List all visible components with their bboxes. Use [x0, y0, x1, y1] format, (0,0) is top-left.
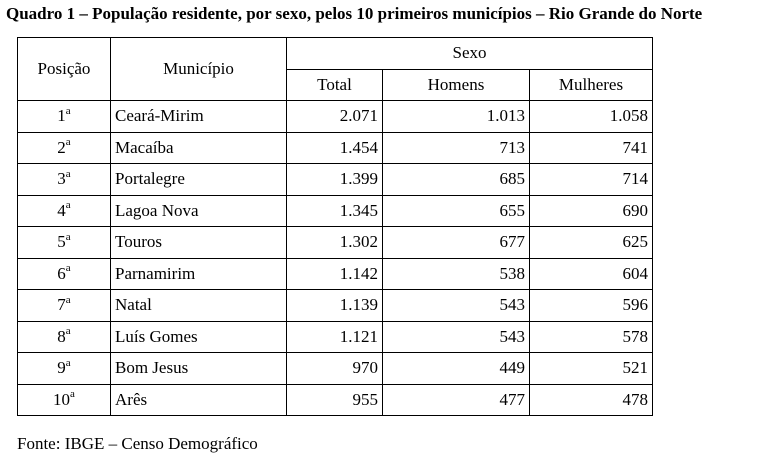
table-title: Quadro 1 – População residente, por sexo… — [6, 4, 703, 23]
homens-cell: 449 — [382, 352, 530, 385]
ordinal-indicator: a — [65, 262, 71, 275]
municipio-cell: Parnamirim — [110, 257, 287, 290]
municipio-cell: Ceará-Mirim — [110, 100, 287, 133]
position-number: 4 — [57, 200, 66, 220]
total-cell: 1.399 — [286, 163, 383, 196]
homens-cell: 543 — [382, 320, 530, 353]
header-row-bottom: Total Homens Mulheres — [18, 68, 653, 101]
source-note: Fonte: IBGE – Censo Demográfico — [17, 434, 258, 453]
header-municipio: Município — [110, 37, 287, 101]
municipio-cell: Touros — [110, 226, 287, 259]
ordinal-indicator: a — [65, 356, 71, 369]
position-cell: 9a — [17, 352, 111, 385]
population-table: Posição Município Sexo Total Homens Mulh… — [17, 37, 653, 416]
table-row: 7a Natal 1.139 543 596 — [17, 289, 653, 322]
position-cell: 6a — [17, 257, 111, 290]
total-cell: 1.345 — [286, 194, 383, 227]
total-cell: 1.139 — [286, 289, 383, 322]
position-number: 3 — [57, 169, 66, 189]
header-row-top: Posição Município Sexo — [17, 37, 653, 101]
municipio-cell: Natal — [110, 289, 287, 322]
mulheres-cell: 578 — [529, 320, 653, 353]
table-row: 1a Ceará-Mirim 2.071 1.013 1.058 — [17, 100, 653, 133]
total-cell: 955 — [286, 383, 383, 416]
position-cell: 3a — [17, 163, 111, 196]
table-row: 3a Portalegre 1.399 685 714 — [17, 163, 653, 196]
mulheres-cell: 604 — [529, 257, 653, 290]
mulheres-cell: 690 — [529, 194, 653, 227]
position-number: 10 — [53, 389, 71, 409]
ordinal-indicator: a — [65, 293, 71, 306]
header-sexo: Sexo — [286, 37, 653, 70]
municipio-cell: Arês — [110, 383, 287, 416]
position-cell: 7a — [17, 289, 111, 322]
homens-cell: 685 — [382, 163, 530, 196]
total-cell: 1.121 — [286, 320, 383, 353]
total-cell: 1.454 — [286, 131, 383, 164]
position-cell: 5a — [17, 226, 111, 259]
municipio-cell: Bom Jesus — [110, 352, 287, 385]
position-cell: 10a — [17, 383, 111, 416]
homens-cell: 713 — [382, 131, 530, 164]
position-cell: 4a — [17, 194, 111, 227]
mulheres-cell: 596 — [529, 289, 653, 322]
total-cell: 970 — [286, 352, 383, 385]
mulheres-cell: 625 — [529, 226, 653, 259]
position-number: 7 — [57, 295, 66, 315]
table-row: 4a Lagoa Nova 1.345 655 690 — [17, 194, 653, 227]
table-body: 1a Ceará-Mirim 2.071 1.013 1.058 2a Maca… — [17, 100, 653, 416]
position-number: 9 — [57, 358, 66, 378]
municipio-cell: Luís Gomes — [110, 320, 287, 353]
header-posicao: Posição — [17, 37, 111, 101]
header-mulheres: Mulheres — [529, 68, 653, 101]
position-number: 8 — [57, 326, 66, 346]
municipio-cell: Lagoa Nova — [110, 194, 287, 227]
municipio-cell: Portalegre — [110, 163, 287, 196]
table-row: 10a Arês 955 477 478 — [17, 383, 653, 416]
table-row: 8a Luís Gomes 1.121 543 578 — [17, 320, 653, 353]
ordinal-indicator: a — [65, 167, 71, 180]
position-cell: 2a — [17, 131, 111, 164]
mulheres-cell: 1.058 — [529, 100, 653, 133]
total-cell: 1.302 — [286, 226, 383, 259]
ordinal-indicator: a — [65, 104, 71, 117]
ordinal-indicator: a — [65, 136, 71, 149]
table-row: 9a Bom Jesus 970 449 521 — [17, 352, 653, 385]
mulheres-cell: 521 — [529, 352, 653, 385]
position-number: 5 — [57, 232, 66, 252]
position-number: 1 — [57, 106, 66, 126]
homens-cell: 477 — [382, 383, 530, 416]
mulheres-cell: 741 — [529, 131, 653, 164]
position-number: 2 — [57, 137, 66, 157]
homens-cell: 655 — [382, 194, 530, 227]
position-number: 6 — [57, 263, 66, 283]
homens-cell: 1.013 — [382, 100, 530, 133]
mulheres-cell: 714 — [529, 163, 653, 196]
total-cell: 2.071 — [286, 100, 383, 133]
table-row: 2a Macaíba 1.454 713 741 — [17, 131, 653, 164]
table-row: 6a Parnamirim 1.142 538 604 — [17, 257, 653, 290]
table-row: 5a Touros 1.302 677 625 — [17, 226, 653, 259]
position-cell: 1a — [17, 100, 111, 133]
ordinal-indicator: a — [65, 199, 71, 212]
ordinal-indicator: a — [70, 388, 75, 401]
ordinal-indicator: a — [65, 230, 71, 243]
position-cell: 8a — [17, 320, 111, 353]
homens-cell: 677 — [382, 226, 530, 259]
municipio-cell: Macaíba — [110, 131, 287, 164]
homens-cell: 538 — [382, 257, 530, 290]
ordinal-indicator: a — [65, 325, 71, 338]
homens-cell: 543 — [382, 289, 530, 322]
header-homens: Homens — [382, 68, 530, 101]
total-cell: 1.142 — [286, 257, 383, 290]
mulheres-cell: 478 — [529, 383, 653, 416]
header-total: Total — [286, 68, 383, 101]
